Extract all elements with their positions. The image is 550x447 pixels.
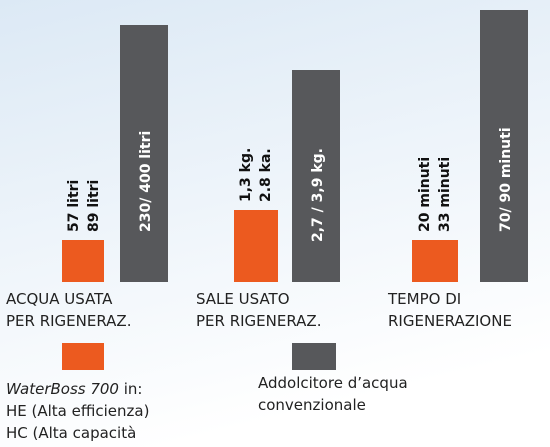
category-label: SALE USATO (196, 290, 290, 308)
bar-label: 2.8 ka. (258, 148, 274, 202)
bar-label: 33 minuti (437, 157, 453, 232)
category-label: RIGENERAZIONE (388, 312, 512, 330)
legend-brand-suffix: in: (119, 380, 143, 398)
legend-swatch (62, 343, 104, 370)
orange-bar (62, 240, 104, 282)
grey-bar (292, 70, 340, 282)
legend-text: convenzionale (258, 396, 366, 414)
category-label: PER RIGENERAZ. (6, 312, 131, 330)
bar-label: 20 minuti (417, 157, 433, 232)
category-label: ACQUA USATA (6, 290, 113, 308)
bar-label: 57 litri (66, 180, 82, 232)
legend-text: WaterBoss 700 in: (6, 380, 142, 398)
orange-bar (412, 240, 458, 282)
grey-bar (480, 10, 528, 282)
orange-bar (234, 210, 278, 282)
bar-label: 70/ 90 minuti (498, 127, 514, 232)
bar-label: 2,7 / 3,9 kg. (310, 148, 326, 242)
category-label: TEMPO DI (387, 290, 461, 308)
bar-label: 89 litri (86, 180, 102, 232)
legend-swatch (292, 343, 336, 370)
bar-label: 230/ 400 litri (138, 131, 154, 232)
legend-text: Addolcitore d’acqua (258, 374, 408, 392)
bar-label: 1,3 kg. (238, 148, 254, 202)
grey-bar (120, 25, 168, 282)
legend-brand: WaterBoss 700 (6, 380, 119, 398)
legend-text: HC (Alta capacità (6, 424, 136, 442)
legend-text: HE (Alta efficienza) (6, 402, 149, 420)
category-label: PER RIGENERAZ. (196, 312, 321, 330)
